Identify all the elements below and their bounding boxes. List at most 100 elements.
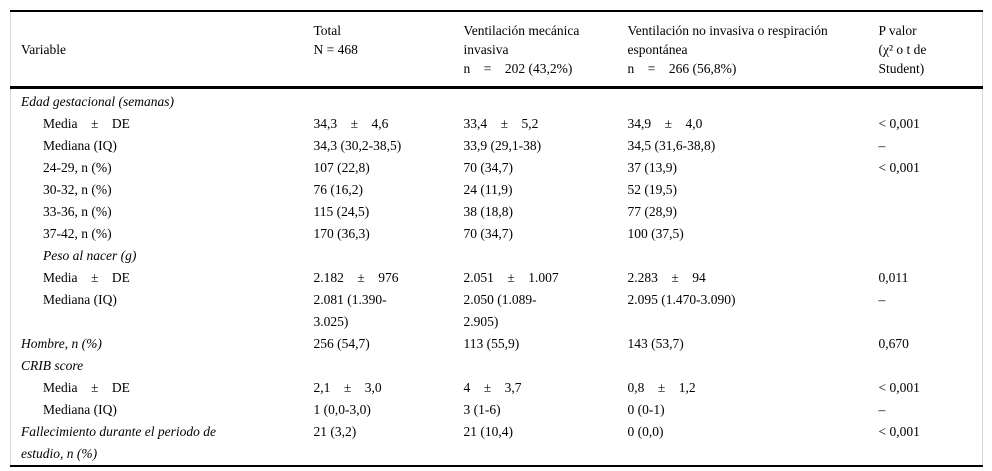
table-row: 33-36, n (%) 115 (24,5) 38 (18,8) 77 (28,9)	[11, 201, 983, 223]
cell-p-value: < 0,001	[878, 380, 920, 395]
cell-invasive: 33,9 (29,1-38)	[463, 138, 542, 153]
cell-invasive: 3 (1-6)	[463, 402, 501, 417]
header-total: Total N = 468	[313, 11, 464, 89]
table-row: Media ± DE 2,1 ± 3,0 4 ± 3,7 0,8 ± 1,2 < 0,0…	[11, 377, 983, 399]
cell-total	[314, 245, 464, 267]
cell-p-value	[879, 179, 983, 201]
cell-total: 34,3 (30,2-38,5)	[313, 138, 402, 153]
cell-p-value: 0,011	[878, 270, 909, 285]
cell-invasive	[464, 355, 628, 377]
cell-total: 107 (22,8)	[313, 160, 370, 175]
cell-noninvasive	[628, 88, 879, 114]
table-header: Variable Total N = 468 Ventilación mecán…	[10, 11, 983, 89]
cell-invasive	[464, 88, 628, 114]
row-label: Media ± DE	[43, 270, 130, 285]
cell-total: 2.081 (1.390- 3.025)	[313, 292, 387, 329]
header-p-value: P valor (χ² o t de Student)	[878, 11, 983, 89]
row-label: Mediana (IQ)	[43, 402, 117, 417]
cell-noninvasive: 34,5 (31,6-38,8)	[627, 138, 716, 153]
row-label: 30-32, n (%)	[43, 182, 112, 197]
cell-noninvasive: 34,9 ± 4,0	[627, 116, 703, 131]
row-label: Hombre, n (%)	[21, 336, 102, 351]
cell-p-value	[879, 355, 983, 377]
row-label: Mediana (IQ)	[43, 292, 117, 307]
cell-p-value: –	[878, 402, 886, 417]
cell-p-value: –	[878, 138, 886, 153]
cell-total: 170 (36,3)	[313, 226, 370, 241]
row-label: Edad gestacional (semanas)	[21, 94, 174, 109]
cell-noninvasive: 52 (19,5)	[627, 182, 678, 197]
cell-total: 76 (16,2)	[313, 182, 364, 197]
row-label: 33-36, n (%)	[43, 204, 112, 219]
table-row: 30-32, n (%) 76 (16,2) 24 (11,9) 52 (19,5)	[11, 179, 983, 201]
cell-total	[314, 88, 464, 114]
header-variable: Variable	[10, 11, 314, 89]
table-row: Edad gestacional (semanas)	[11, 88, 983, 114]
row-label: Media ± DE	[43, 380, 130, 395]
table-row: Mediana (IQ) 2.081 (1.390- 3.025) 2.050 (1…	[11, 289, 983, 333]
cell-noninvasive: 77 (28,9)	[627, 204, 678, 219]
row-label: Fallecimiento durante el periodo de estu…	[21, 424, 216, 461]
cell-invasive: 2.051 ± 1.007	[463, 270, 559, 285]
table-body: Edad gestacional (semanas) Media ± DE 34,3…	[11, 88, 983, 467]
row-label: Mediana (IQ)	[43, 138, 117, 153]
table-row: Hombre, n (%) 256 (54,7) 113 (55,9) 143 (53…	[11, 333, 983, 355]
header-invasive-ventilation: Ventilación mecánica invasiva n = 202 (4…	[463, 11, 628, 89]
cell-invasive: 70 (34,7)	[463, 226, 514, 241]
cell-p-value	[879, 88, 983, 114]
cell-p-value: < 0,001	[878, 424, 920, 439]
cell-invasive: 4 ± 3,7	[463, 380, 522, 395]
row-label: Media ± DE	[43, 116, 130, 131]
cell-noninvasive: 0,8 ± 1,2	[627, 380, 696, 395]
row-label: 37-42, n (%)	[43, 226, 112, 241]
cell-invasive: 70 (34,7)	[463, 160, 514, 175]
cell-invasive: 2.050 (1.089- 2.905)	[463, 292, 537, 329]
cell-total: 256 (54,7)	[313, 336, 370, 351]
table-row: CRIB score	[11, 355, 983, 377]
cell-noninvasive: 0 (0,0)	[627, 424, 664, 439]
cell-p-value	[879, 223, 983, 245]
cell-noninvasive: 2.283 ± 94	[627, 270, 706, 285]
row-label: 24-29, n (%)	[43, 160, 112, 175]
table-row: Media ± DE 2.182 ± 976 2.051 ± 1.007 2.283 …	[11, 267, 983, 289]
header-noninvasive-ventilation: Ventilación no invasiva o respiración es…	[627, 11, 879, 89]
cell-noninvasive	[628, 245, 879, 267]
table-row: Mediana (IQ) 1 (0,0-3,0) 3 (1-6) 0 (0-1) –	[11, 399, 983, 421]
cell-invasive: 33,4 ± 5,2	[463, 116, 539, 131]
table-row: 24-29, n (%) 107 (22,8) 70 (34,7) 37 (13,9)…	[11, 157, 983, 179]
results-table-container: Variable Total N = 468 Ventilación mecán…	[10, 10, 983, 467]
cell-noninvasive: 2.095 (1.470-3.090)	[627, 292, 736, 307]
cell-total	[314, 355, 464, 377]
cell-p-value: 0,670	[878, 336, 909, 351]
cell-invasive: 38 (18,8)	[463, 204, 514, 219]
clinical-results-table: Variable Total N = 468 Ventilación mecán…	[10, 10, 983, 467]
cell-noninvasive: 143 (53,7)	[627, 336, 684, 351]
cell-invasive: 21 (10,4)	[463, 424, 514, 439]
cell-p-value: < 0,001	[878, 116, 920, 131]
cell-p-value: < 0,001	[878, 160, 920, 175]
cell-total: 1 (0,0-3,0)	[313, 402, 371, 417]
cell-total: 34,3 ± 4,6	[313, 116, 389, 131]
cell-invasive	[464, 245, 628, 267]
table-row: Mediana (IQ) 34,3 (30,2-38,5) 33,9 (29,1-3…	[11, 135, 983, 157]
cell-noninvasive	[628, 355, 879, 377]
cell-noninvasive: 100 (37,5)	[627, 226, 684, 241]
cell-total: 2.182 ± 976	[313, 270, 399, 285]
row-label: Peso al nacer (g)	[43, 248, 137, 263]
cell-invasive: 24 (11,9)	[463, 182, 513, 197]
cell-p-value: –	[878, 292, 886, 307]
cell-noninvasive: 37 (13,9)	[627, 160, 678, 175]
table-row: 37-42, n (%) 170 (36,3) 70 (34,7) 100 (37,5…	[11, 223, 983, 245]
header-row: Variable Total N = 468 Ventilación mecán…	[10, 11, 983, 89]
table-row: Fallecimiento durante el periodo de estu…	[11, 421, 983, 466]
cell-total: 115 (24,5)	[313, 204, 370, 219]
cell-total: 21 (3,2)	[313, 424, 357, 439]
cell-p-value	[879, 201, 983, 223]
row-label: CRIB score	[21, 358, 84, 373]
cell-invasive: 113 (55,9)	[463, 336, 520, 351]
cell-noninvasive: 0 (0-1)	[627, 402, 665, 417]
table-row: Media ± DE 34,3 ± 4,6 33,4 ± 5,2 34,9 ± 4,0…	[11, 113, 983, 135]
table-row: Peso al nacer (g)	[11, 245, 983, 267]
cell-p-value	[879, 245, 983, 267]
cell-total: 2,1 ± 3,0	[313, 380, 382, 395]
